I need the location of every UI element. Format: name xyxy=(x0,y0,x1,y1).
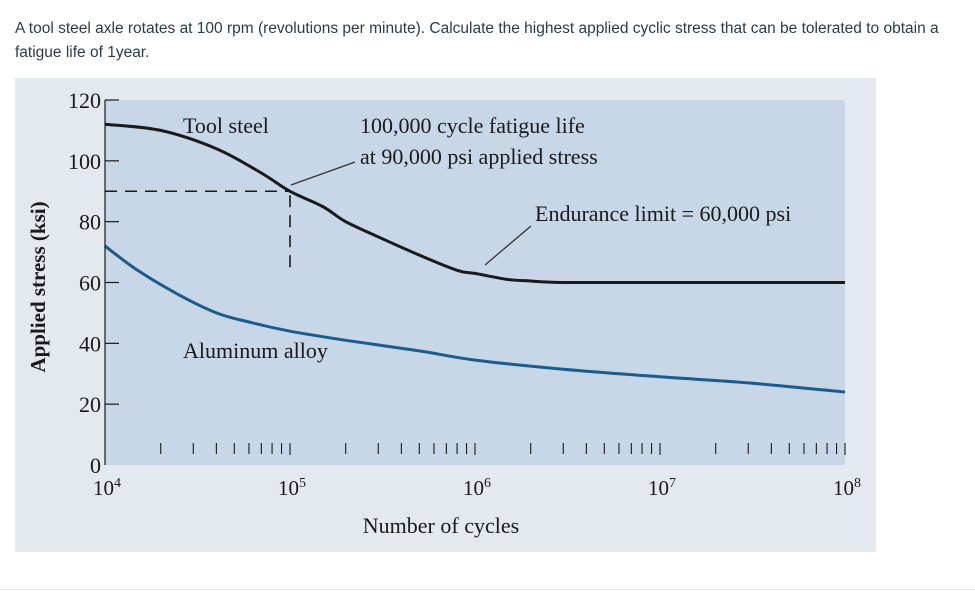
x-axis-title: Number of cycles xyxy=(363,513,519,538)
x-tick-label: 104 xyxy=(93,476,121,500)
y-tick-label: 80 xyxy=(79,210,101,235)
sn-curve-chart: 0 20 40 60 80 100 120 104 105 106 107 108 Applied s… xyxy=(26,88,861,538)
y-tick-label: 120 xyxy=(68,88,101,113)
x-tick-label: 106 xyxy=(463,476,491,500)
annotation-tool-steel: Tool steel xyxy=(183,113,269,138)
series-line-tool-steel xyxy=(104,122,845,285)
divider-line xyxy=(0,589,975,590)
sn-curve-figure: 0 20 40 60 80 100 120 104 105 106 107 108 Applied s… xyxy=(15,78,876,552)
y-tick-label: 40 xyxy=(79,331,101,356)
annotation-aluminum-alloy: Aluminum alloy xyxy=(183,338,328,363)
y-tick-label: 0 xyxy=(90,453,101,478)
annotation-fatigue-life-line2: at 90,000 psi applied stress xyxy=(360,144,598,169)
y-tick-label: 60 xyxy=(79,271,101,296)
question-line-2: fatigue life of 1year. xyxy=(15,44,150,61)
leader-line-fatigue-life xyxy=(290,161,356,186)
y-axis-title: Applied stress (ksi) xyxy=(26,201,50,372)
annotation-fatigue-life-line1: 100,000 cycle fatigue life xyxy=(360,113,585,138)
x-tick-label: 107 xyxy=(648,476,676,500)
question-line-1: A tool steel axle rotates at 100 rpm (re… xyxy=(15,20,939,37)
annotation-endurance-limit: Endurance limit = 60,000 psi xyxy=(535,201,791,226)
leader-line-endurance-limit xyxy=(484,225,532,266)
series-line-aluminum-alloy xyxy=(104,244,846,394)
question-text: A tool steel axle rotates at 100 rpm (re… xyxy=(15,17,965,65)
x-tick-label: 105 xyxy=(278,476,306,500)
y-tick-label: 100 xyxy=(68,149,101,174)
y-tick-label: 20 xyxy=(79,392,101,417)
x-tick-label: 108 xyxy=(833,476,861,500)
